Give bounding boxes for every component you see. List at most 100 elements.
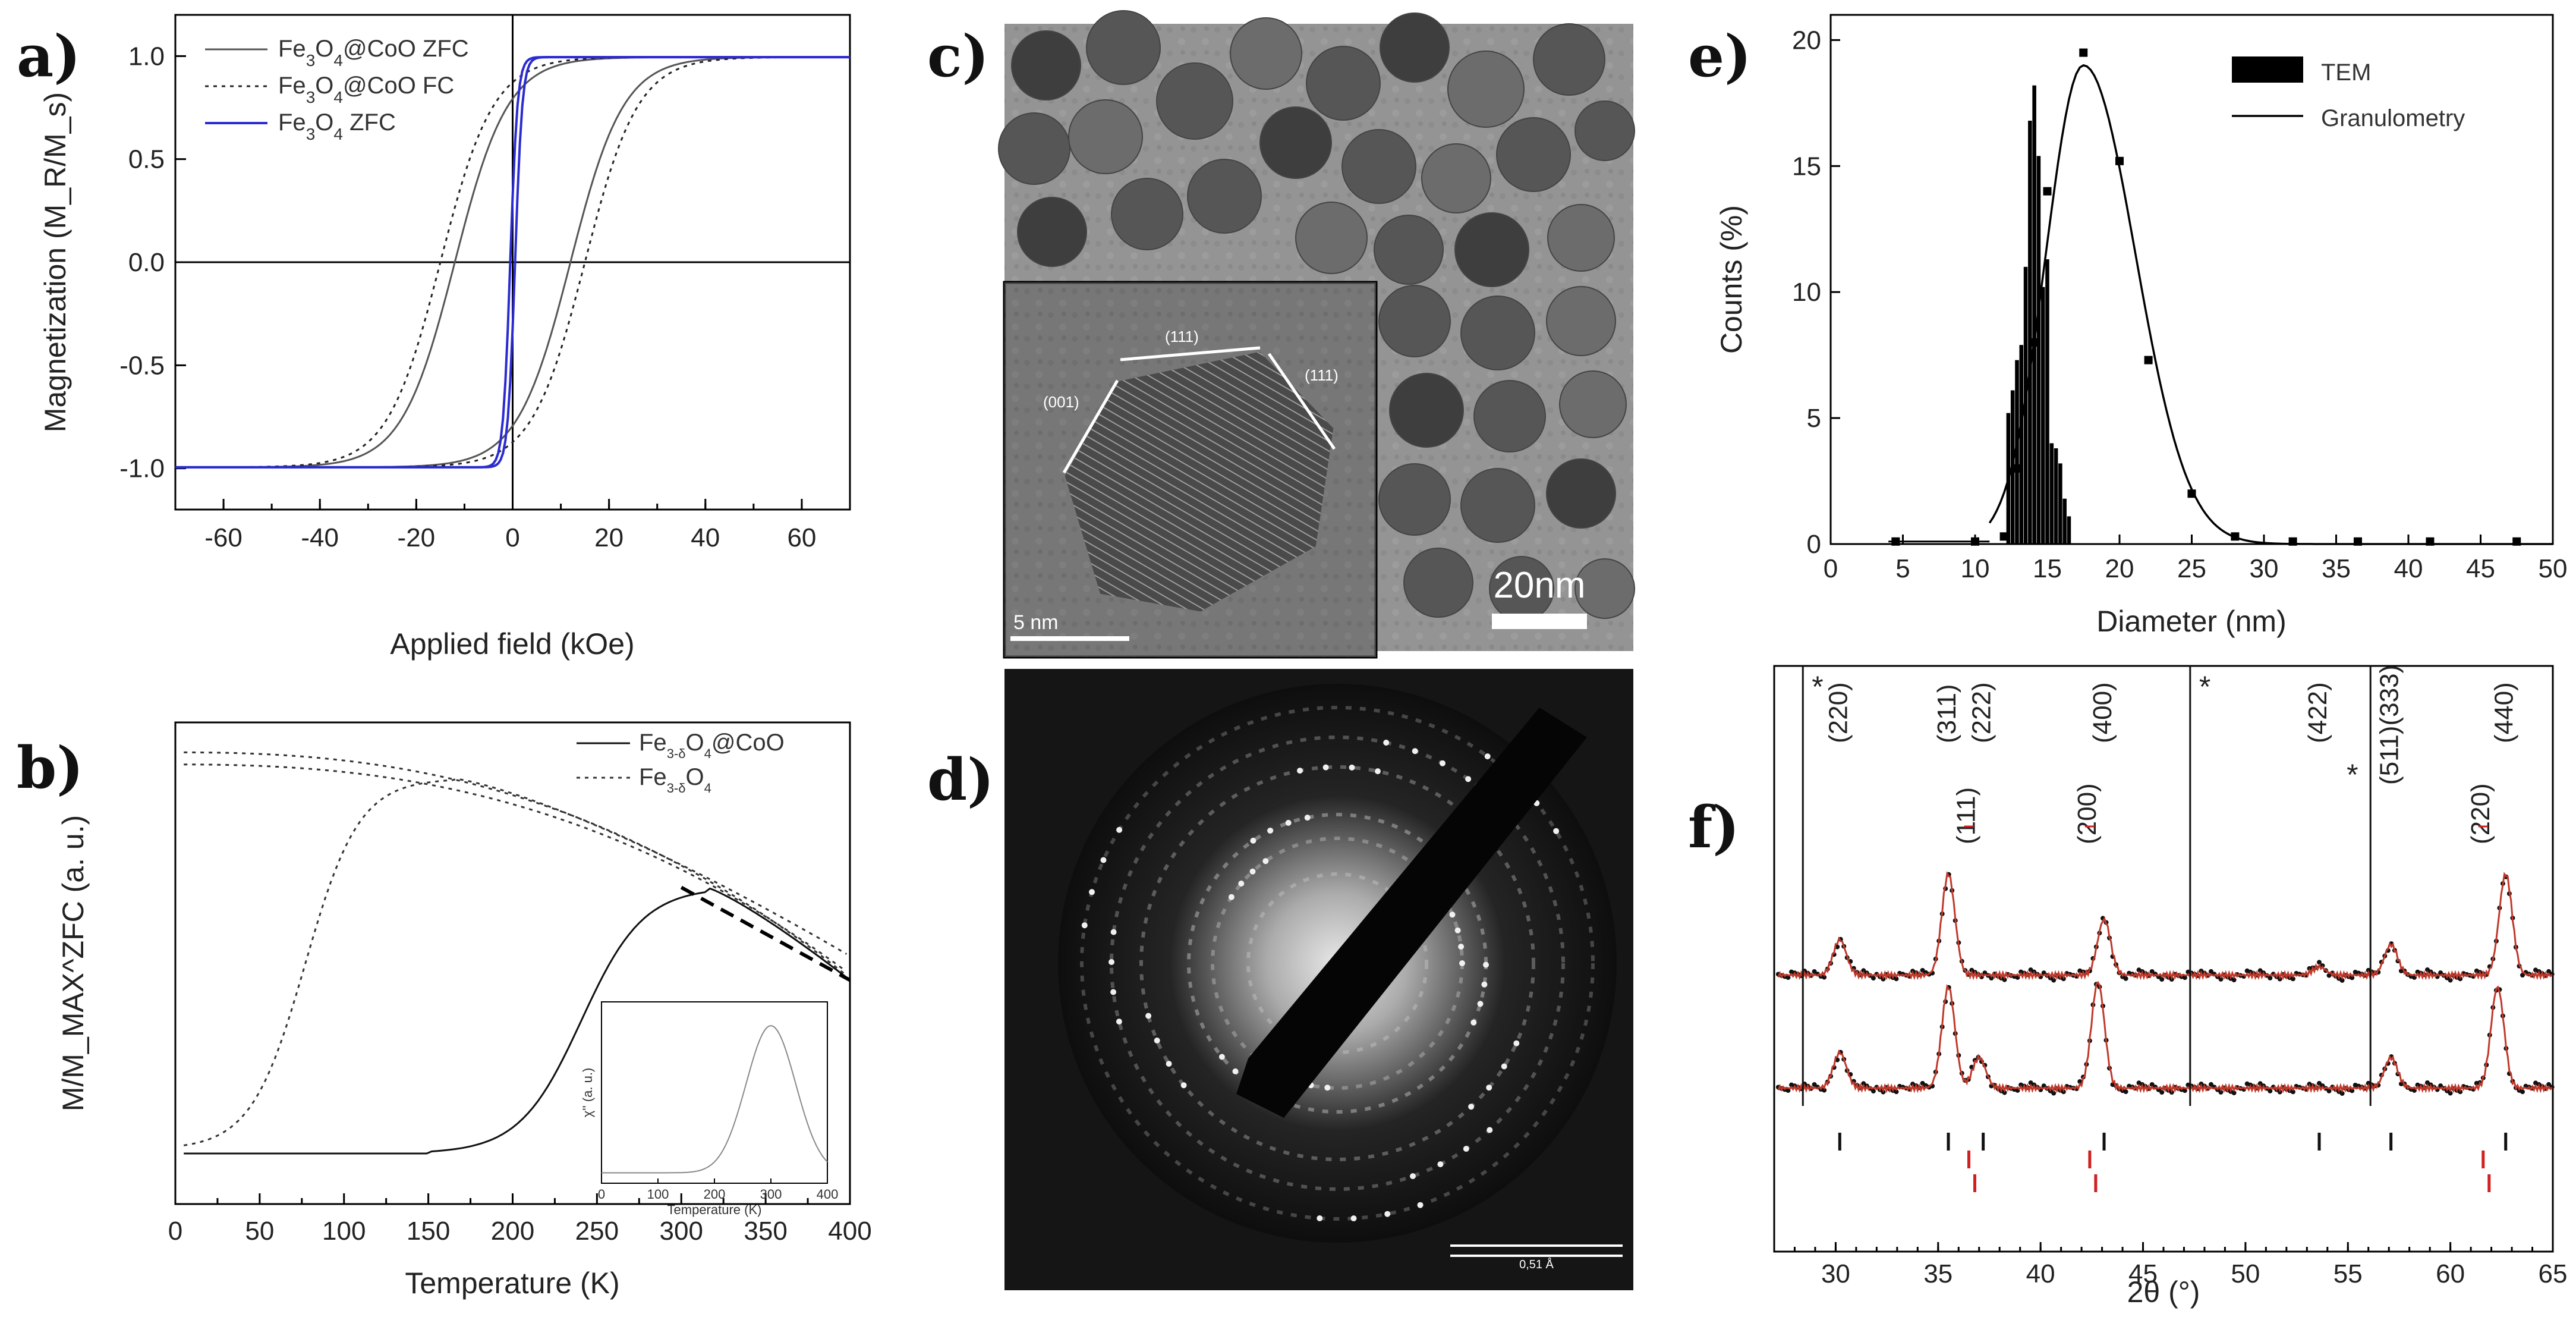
nanoparticle [1230, 17, 1302, 90]
tem-histogram-bar [2054, 448, 2058, 544]
diffraction-spot [1317, 1215, 1323, 1221]
peak-label-(511)(333): (511)(333) [2375, 665, 2404, 785]
x-tick-label: 20 [2105, 554, 2134, 583]
legend-core-shell: Fe3-δO4@CoO [639, 730, 785, 761]
xrd-data-point [2339, 1091, 2345, 1096]
granulometry-point [2014, 464, 2023, 473]
tem-histogram-bar [2049, 443, 2054, 544]
x-tick-label: 35 [1923, 1259, 1953, 1288]
nanoparticle [1156, 62, 1233, 140]
diffraction-spot [1297, 768, 1303, 774]
xrd-data-point [2350, 975, 2355, 980]
xrd-data-point [1894, 1089, 1899, 1095]
y-tick-label: 5 [1807, 404, 1821, 433]
xrd-data-point [2209, 969, 2213, 974]
nanoparticle [1546, 286, 1616, 356]
chart-f-frame [1773, 665, 2554, 1253]
x-tick-label: 10 [1961, 554, 1990, 583]
x-tick-label: 30 [2250, 554, 2279, 583]
y-tick-label: -0.5 [119, 351, 165, 380]
chart-b-ylabel: M/M_MAX^ZFC (a. u.) [56, 815, 90, 1112]
legend-swatch-tem [2232, 56, 2303, 83]
diffraction-spot [1449, 911, 1456, 918]
diffraction-spot [1116, 826, 1123, 833]
diffraction-spot [1250, 837, 1256, 844]
nanoparticle [1574, 100, 1635, 161]
diffraction-spot [1437, 1161, 1444, 1168]
xrd-data-point [2077, 1079, 2083, 1084]
diffraction-spot [1483, 961, 1489, 968]
panel-label-a: a) [17, 23, 81, 90]
scale-bar-label: 20nm [1493, 565, 1585, 606]
xrd-data-point [2546, 1082, 2552, 1087]
tem-histogram-bar [2040, 287, 2045, 544]
nanoparticle [1547, 204, 1615, 272]
y-tick-label: -1.0 [119, 454, 165, 483]
nanoparticle [1380, 12, 1450, 83]
xrd-data-point [2448, 977, 2453, 983]
xrd-data-point [2520, 973, 2525, 978]
nanoparticle [1454, 212, 1529, 287]
diffraction-ring [1110, 735, 1565, 1191]
diffraction-spot [1228, 894, 1235, 900]
tem-histogram-bar [2015, 360, 2019, 544]
hrtem-particle [1063, 350, 1336, 614]
granulometry-point [2512, 537, 2521, 546]
diffraction-spot [1145, 1013, 1152, 1019]
xrd-data-point [2290, 976, 2295, 982]
xrd-data-point [2231, 977, 2237, 983]
x-tick-label: 0 [1824, 554, 1838, 583]
extrapolation-line [680, 885, 851, 982]
facet-label-top: (111) [1165, 328, 1199, 345]
scale-bar [1492, 614, 1587, 629]
granulometry-point [1999, 532, 2008, 541]
diffraction-ring [1246, 872, 1428, 1054]
diffraction-spot [1154, 1038, 1160, 1043]
peak-label-(311): (311) [1932, 684, 1961, 743]
chart-e-xlabel: Diameter (nm) [2096, 605, 2286, 638]
x-tick-label: 350 [744, 1217, 787, 1246]
diffraction-spot [1465, 776, 1472, 782]
xrd-data-point [2218, 1089, 2224, 1095]
diffraction-spot [1468, 1104, 1475, 1110]
xrd-data-point [2290, 1089, 2295, 1095]
xrd-data-point [2339, 977, 2345, 983]
xrd-data-point [1812, 969, 1817, 974]
nanoparticle [1259, 106, 1332, 179]
peak-label-(220): (220) [1824, 682, 1853, 743]
facet-label-left: (001) [1043, 393, 1079, 411]
x-tick-label: 65 [2539, 1259, 2568, 1288]
fc-curve-fe3o4 [184, 751, 846, 975]
chart-f: 30 35 40 45 50 55 60 65 * **(220) (311) (222) (400)… [1773, 665, 2568, 1309]
granulometry-point [2079, 48, 2088, 57]
y-tick-label: 10 [1792, 278, 1821, 307]
nanoparticle [1187, 159, 1262, 234]
granulometry-point [2144, 356, 2153, 364]
x-tick-label: -60 [204, 523, 243, 552]
x-tick-label: 150 [407, 1217, 450, 1246]
x-tick-label: 400 [828, 1217, 871, 1246]
diffraction-spot [1454, 927, 1461, 933]
nanoparticle [1378, 463, 1451, 536]
xrd-data-point [2182, 975, 2187, 980]
xrd-data-point [1982, 970, 1988, 976]
star-label: * [2199, 670, 2210, 703]
x-tick-label: 35 [2322, 554, 2351, 583]
xrd-data-point [1861, 1081, 1866, 1086]
diffraction-spot [1513, 1040, 1520, 1046]
x-tick-label: 200 [491, 1217, 534, 1246]
red-peak-label-(200): (200) [2073, 783, 2102, 844]
x-tick-label: 60 [2436, 1259, 2465, 1288]
xrd-data-point [1870, 1089, 1876, 1094]
star-label: * [2347, 758, 2358, 791]
x-tick-label: 15 [2033, 554, 2062, 583]
granulometry-point [2231, 532, 2240, 541]
facet-label-right: (111) [1305, 366, 1339, 384]
xrd-data-point [2123, 1089, 2128, 1095]
diffraction-spot [1384, 1211, 1391, 1217]
tem-histogram-bar [2019, 345, 2024, 544]
panel-label-e: e) [1688, 23, 1752, 90]
xrd-data-point [2268, 1088, 2273, 1093]
nanoparticle [1011, 30, 1081, 100]
